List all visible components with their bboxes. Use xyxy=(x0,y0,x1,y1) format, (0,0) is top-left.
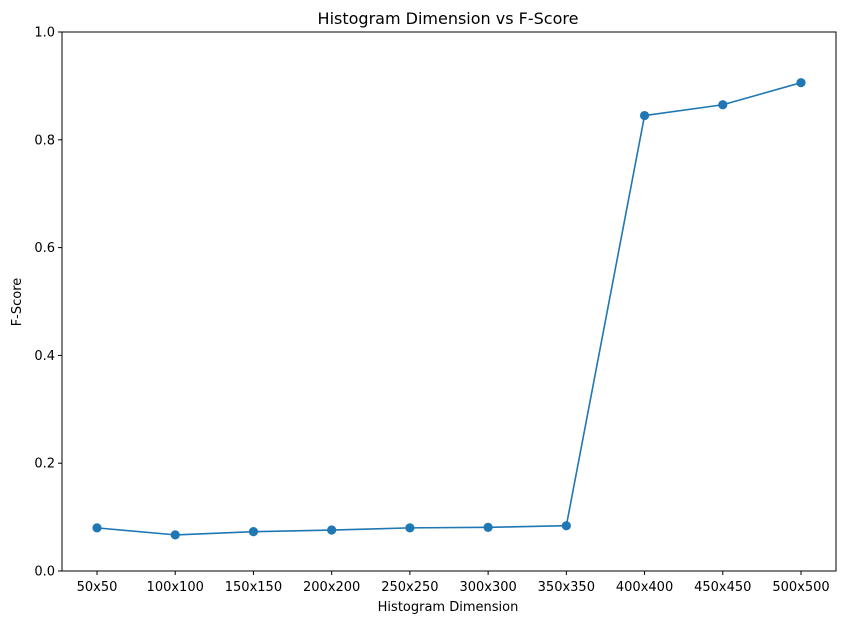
x-tick-label: 200x200 xyxy=(303,580,360,595)
x-tick-label: 250x250 xyxy=(381,580,438,595)
y-axis-label: F-Score xyxy=(10,278,25,327)
y-tick-label: 0.2 xyxy=(34,457,55,472)
data-point-marker xyxy=(483,522,493,532)
chart-title: Histogram Dimension vs F-Score xyxy=(318,9,579,28)
y-axis: 0.0 0.2 0.4 0.6 0.8 1.0 xyxy=(34,26,62,580)
data-point-marker xyxy=(248,527,259,537)
x-tick-label: 50x50 xyxy=(77,580,118,595)
series-line xyxy=(96,81,802,536)
x-tick-label: 450x450 xyxy=(694,580,751,595)
x-tick-label: 500x500 xyxy=(772,580,829,595)
x-axis-label: Histogram Dimension xyxy=(378,600,519,615)
plot-area-frame xyxy=(61,31,837,572)
x-tick-label: 400x400 xyxy=(616,580,673,595)
data-point-marker xyxy=(796,78,806,88)
y-tick-label: 0.6 xyxy=(34,241,55,256)
data-point-marker xyxy=(639,110,650,121)
data-point-marker xyxy=(170,530,180,540)
x-tick-label: 350x350 xyxy=(538,580,595,595)
data-point-marker xyxy=(405,523,415,533)
x-tick-label: 150x150 xyxy=(225,580,282,595)
x-tick-label: 100x100 xyxy=(147,580,204,595)
data-point-marker xyxy=(561,521,571,531)
data-point-marker xyxy=(92,523,102,533)
data-point-marker xyxy=(718,100,728,110)
y-tick-label: 0.0 xyxy=(34,565,55,580)
x-axis: 50x50 100x100 150x150 200x200 250x250 300x300… xyxy=(77,571,830,595)
data-point-marker xyxy=(327,525,337,535)
series-layer xyxy=(92,78,806,540)
y-tick-label: 0.4 xyxy=(34,349,55,364)
y-tick-label: 1.0 xyxy=(34,26,55,41)
y-tick-label: 0.8 xyxy=(34,133,55,148)
x-tick-label: 300x300 xyxy=(459,580,516,595)
